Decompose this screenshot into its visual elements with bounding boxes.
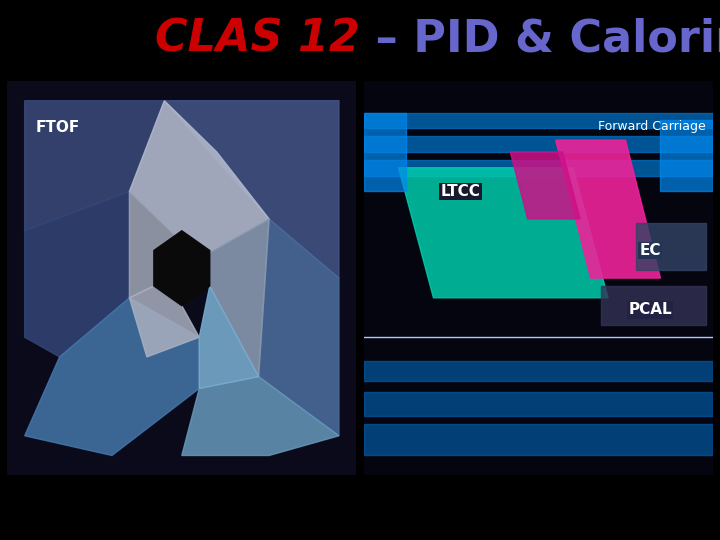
Bar — [636, 223, 706, 270]
Text: LTCC: LTCC — [441, 184, 480, 199]
Text: Timing resolution ΔT<80ps: Timing resolution ΔT<80ps — [56, 495, 240, 508]
Bar — [364, 112, 405, 191]
Polygon shape — [510, 152, 580, 219]
Text: EC: EC — [639, 243, 661, 258]
Polygon shape — [399, 168, 608, 298]
Text: Electron, photon, neutron: Electron, photon, neutron — [431, 477, 585, 490]
Polygon shape — [24, 298, 199, 456]
Text: LTCC:: LTCC: — [371, 496, 407, 509]
Text: FTOF: FTOF — [35, 120, 79, 136]
Text: Electron & pion separation.: Electron & pion separation. — [407, 496, 572, 509]
Polygon shape — [130, 100, 269, 258]
Polygon shape — [154, 231, 210, 306]
Text: RICH:: RICH: — [371, 505, 408, 518]
Bar — [364, 112, 713, 129]
Polygon shape — [164, 100, 339, 278]
Text: Needed: Needed — [408, 505, 462, 518]
Text: CLAS 12: CLAS 12 — [155, 18, 360, 60]
Polygon shape — [24, 191, 130, 357]
Bar — [364, 160, 713, 176]
Polygon shape — [181, 377, 339, 456]
Polygon shape — [24, 100, 164, 231]
Polygon shape — [258, 219, 339, 436]
Polygon shape — [130, 286, 199, 357]
Bar — [364, 393, 713, 416]
Polygon shape — [199, 219, 269, 377]
Bar — [601, 286, 706, 326]
Text: – PID & Calorimetry: – PID & Calorimetry — [360, 18, 720, 60]
Text: FTOF:: FTOF: — [18, 495, 61, 508]
Bar — [364, 424, 713, 456]
Text: Forward Carriage: Forward Carriage — [598, 120, 706, 133]
Polygon shape — [130, 191, 199, 298]
Text: detection, high energy γ/πº reconstruction.: detection, high energy γ/πº reconstructi… — [371, 487, 625, 500]
Bar — [660, 120, 713, 191]
Text: PCAL: PCAL — [628, 302, 672, 317]
Text: PCAL/EC:: PCAL/EC: — [371, 477, 431, 490]
Polygon shape — [556, 140, 660, 278]
Text: for better Kaon id in some: for better Kaon id in some — [462, 505, 621, 518]
Bar — [364, 361, 713, 381]
Polygon shape — [199, 286, 258, 388]
Bar — [364, 136, 713, 152]
Text: sectors.: sectors. — [371, 515, 417, 528]
